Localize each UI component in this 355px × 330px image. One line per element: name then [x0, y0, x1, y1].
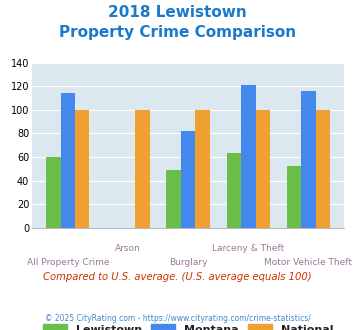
Bar [166, 170, 181, 228]
Bar [61, 93, 75, 228]
Bar [316, 110, 330, 228]
Text: Burglary: Burglary [169, 258, 207, 267]
Bar [195, 110, 210, 228]
Bar [287, 166, 301, 228]
Bar [226, 153, 241, 228]
Text: Larceny & Theft: Larceny & Theft [212, 245, 284, 253]
Bar [301, 91, 316, 228]
Text: Compared to U.S. average. (U.S. average equals 100): Compared to U.S. average. (U.S. average … [43, 272, 312, 282]
Bar [135, 110, 150, 228]
Bar [241, 85, 256, 228]
Text: Arson: Arson [115, 245, 141, 253]
Bar [181, 131, 195, 228]
Bar [75, 110, 89, 228]
Legend: Lewistown, Montana, National: Lewistown, Montana, National [38, 319, 338, 330]
Text: 2018 Lewistown: 2018 Lewistown [108, 5, 247, 20]
Bar [256, 110, 270, 228]
Text: Motor Vehicle Theft: Motor Vehicle Theft [264, 258, 353, 267]
Bar [46, 157, 61, 228]
Text: Property Crime Comparison: Property Crime Comparison [59, 25, 296, 40]
Text: © 2025 CityRating.com - https://www.cityrating.com/crime-statistics/: © 2025 CityRating.com - https://www.city… [45, 314, 310, 323]
Text: All Property Crime: All Property Crime [27, 258, 109, 267]
